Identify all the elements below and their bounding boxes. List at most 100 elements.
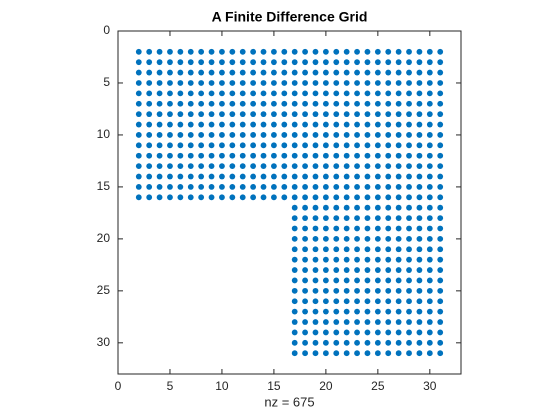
grid-point bbox=[385, 225, 392, 232]
grid-point bbox=[406, 256, 412, 263]
grid-point bbox=[364, 121, 371, 128]
grid-point bbox=[146, 163, 153, 170]
grid-point bbox=[322, 194, 329, 201]
axes-box bbox=[117, 30, 462, 375]
grid-point bbox=[177, 90, 184, 97]
grid-point bbox=[364, 350, 371, 357]
grid-point bbox=[416, 184, 423, 190]
grid-point bbox=[281, 90, 288, 97]
grid-point bbox=[437, 256, 444, 263]
grid-point bbox=[219, 142, 225, 149]
grid-point bbox=[135, 80, 142, 86]
grid-point bbox=[322, 90, 329, 97]
grid-point bbox=[395, 90, 402, 97]
grid-point bbox=[343, 121, 350, 128]
grid-point bbox=[416, 142, 423, 149]
grid-point bbox=[374, 100, 381, 107]
grid-point bbox=[302, 350, 308, 357]
grid-point bbox=[426, 225, 433, 232]
grid-point bbox=[343, 173, 350, 180]
grid-point bbox=[333, 80, 340, 86]
grid-point bbox=[333, 225, 340, 232]
grid-point bbox=[364, 235, 371, 242]
grid-point bbox=[437, 277, 444, 284]
grid-point bbox=[271, 80, 277, 86]
grid-point bbox=[302, 215, 308, 221]
grid-point bbox=[260, 111, 267, 118]
grid-point bbox=[312, 287, 319, 294]
grid-point bbox=[312, 59, 319, 66]
grid-point bbox=[354, 142, 360, 149]
grid-point bbox=[302, 298, 308, 305]
grid-point bbox=[271, 100, 277, 107]
x-tick-label: 5 bbox=[167, 379, 174, 393]
grid-point bbox=[302, 80, 308, 86]
grid-point bbox=[343, 350, 350, 357]
grid-point bbox=[343, 298, 350, 305]
grid-point bbox=[416, 235, 423, 242]
grid-point bbox=[322, 132, 329, 138]
grid-point bbox=[333, 215, 340, 221]
grid-point bbox=[364, 132, 371, 138]
grid-point bbox=[416, 319, 423, 325]
grid-point bbox=[291, 142, 298, 149]
grid-point bbox=[406, 111, 412, 118]
grid-point bbox=[302, 329, 308, 336]
grid-point bbox=[135, 59, 142, 66]
grid-point bbox=[437, 350, 444, 357]
grid-point bbox=[198, 100, 205, 107]
grid-point bbox=[364, 111, 371, 118]
grid-point bbox=[385, 215, 392, 221]
grid-point bbox=[406, 48, 412, 55]
grid-point bbox=[302, 48, 308, 55]
grid-point bbox=[250, 152, 257, 159]
grid-point bbox=[291, 90, 298, 97]
grid-point bbox=[271, 184, 277, 190]
x-tick-label: 10 bbox=[215, 379, 229, 393]
grid-point bbox=[322, 215, 329, 221]
grid-point bbox=[302, 163, 308, 170]
grid-point bbox=[395, 184, 402, 190]
grid-point bbox=[426, 142, 433, 149]
grid-point bbox=[364, 277, 371, 284]
grid-point bbox=[364, 90, 371, 97]
grid-point bbox=[198, 111, 205, 118]
grid-point bbox=[333, 287, 340, 294]
grid-point bbox=[437, 308, 444, 315]
grid-point bbox=[322, 173, 329, 180]
grid-point bbox=[135, 152, 142, 159]
grid-point bbox=[239, 142, 246, 149]
grid-point bbox=[343, 90, 350, 97]
grid-point bbox=[291, 256, 298, 263]
grid-point bbox=[187, 194, 194, 201]
grid-point bbox=[406, 90, 412, 97]
grid-point bbox=[437, 329, 444, 336]
grid-point bbox=[437, 319, 444, 325]
grid-point bbox=[395, 329, 402, 336]
grid-point bbox=[354, 298, 360, 305]
grid-point bbox=[437, 69, 444, 76]
grid-point bbox=[281, 100, 288, 107]
grid-point bbox=[406, 267, 412, 273]
grid-point bbox=[177, 142, 184, 149]
grid-point bbox=[406, 298, 412, 305]
grid-point bbox=[302, 308, 308, 315]
grid-point bbox=[354, 90, 360, 97]
grid-point bbox=[208, 173, 215, 180]
grid-point bbox=[146, 59, 153, 66]
grid-point bbox=[271, 173, 277, 180]
grid-point bbox=[385, 319, 392, 325]
grid-point bbox=[312, 80, 319, 86]
grid-point bbox=[281, 59, 288, 66]
grid-point bbox=[354, 121, 360, 128]
grid-point bbox=[135, 100, 142, 107]
grid-point bbox=[385, 350, 392, 357]
grid-point bbox=[322, 246, 329, 253]
grid-point bbox=[312, 339, 319, 346]
grid-point bbox=[374, 48, 381, 55]
grid-point bbox=[385, 235, 392, 242]
grid-point bbox=[187, 59, 194, 66]
grid-point bbox=[333, 277, 340, 284]
grid-point bbox=[364, 319, 371, 325]
